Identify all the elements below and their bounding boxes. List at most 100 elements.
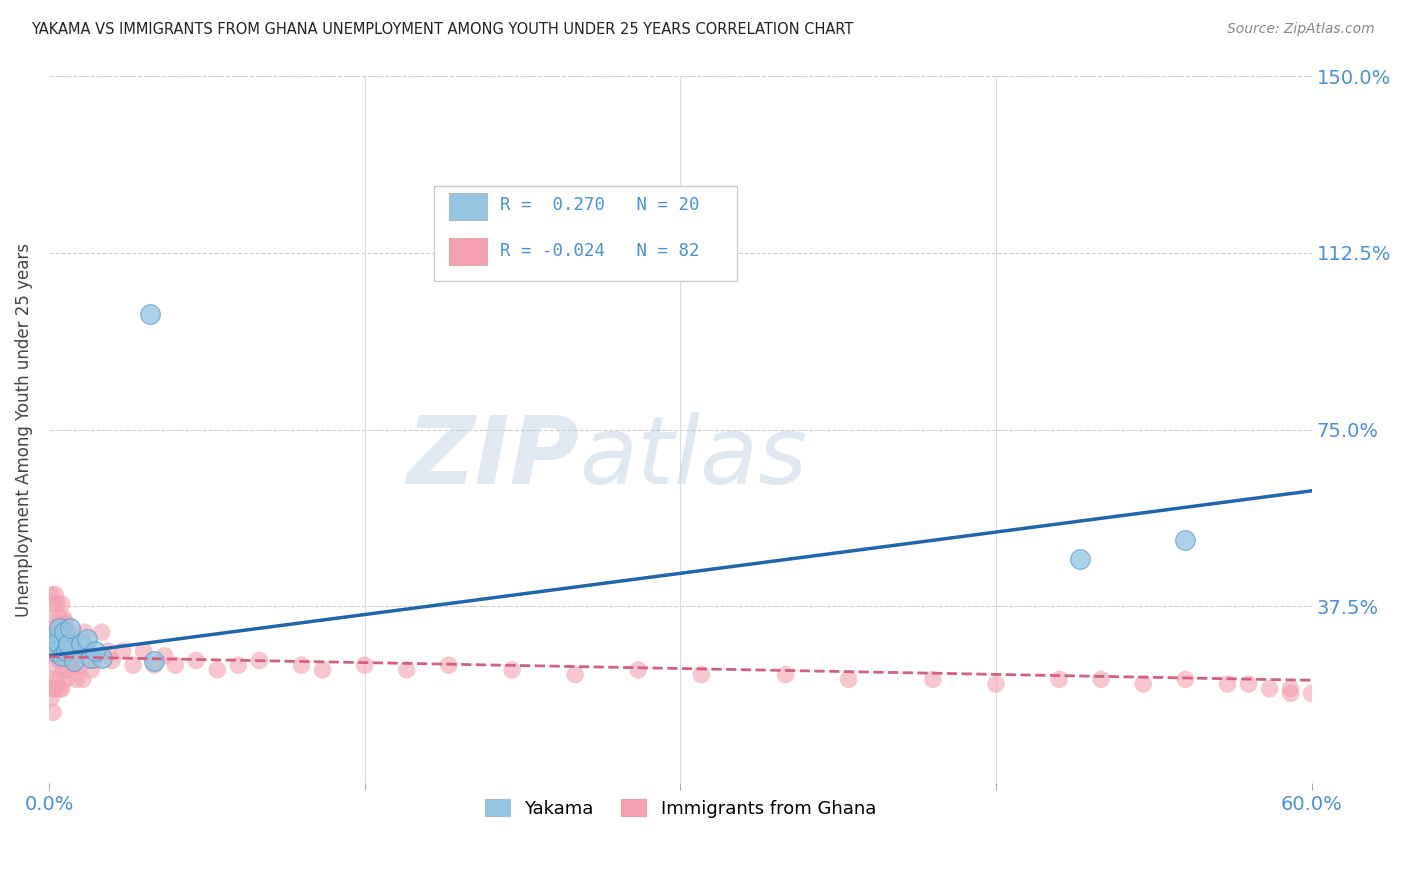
Point (48, 681, 70, 696)
Point (111, 644, 134, 658)
Point (90, 625, 112, 640)
Point (56, 634, 79, 648)
Point (51, 597, 73, 611)
Point (67, 644, 90, 658)
Point (80, 651, 103, 665)
Point (39, 644, 62, 658)
Point (39, 640, 62, 654)
Point (46, 625, 69, 640)
Point (76, 632, 98, 647)
Point (1258, 681, 1281, 696)
Point (228, 658, 250, 673)
Point (46, 634, 69, 648)
Point (42, 634, 65, 648)
Point (55, 644, 77, 658)
Point (984, 677, 1007, 691)
Point (44, 644, 66, 658)
Point (51, 625, 73, 640)
Point (1174, 673, 1197, 687)
Point (775, 667, 797, 681)
Point (1237, 677, 1260, 691)
Point (73, 625, 96, 640)
Point (55, 644, 77, 658)
Legend: Yakama, Immigrants from Ghana: Yakama, Immigrants from Ghana (478, 792, 883, 825)
Point (52, 625, 75, 640)
Point (46, 644, 69, 658)
Point (39, 673, 62, 687)
Point (165, 658, 187, 673)
Point (51, 653, 73, 667)
FancyBboxPatch shape (434, 186, 737, 281)
Point (139, 307, 162, 321)
Point (1279, 686, 1302, 700)
Point (44, 587, 66, 601)
FancyBboxPatch shape (450, 238, 486, 265)
Point (63, 653, 86, 667)
Point (39, 587, 62, 601)
Point (1069, 552, 1091, 566)
Point (564, 667, 586, 681)
Point (1216, 677, 1239, 691)
Point (395, 663, 418, 677)
Point (48, 634, 70, 648)
Point (186, 653, 208, 667)
Point (1090, 673, 1112, 687)
Point (76, 644, 98, 658)
Text: Source: ZipAtlas.com: Source: ZipAtlas.com (1227, 22, 1375, 37)
Point (59, 620, 82, 634)
Point (48, 653, 70, 667)
Point (56, 663, 79, 677)
Text: R =  0.270   N = 20: R = 0.270 N = 20 (499, 196, 699, 214)
Point (153, 648, 176, 663)
Text: YAKAMA VS IMMIGRANTS FROM GHANA UNEMPLOYMENT AMONG YOUTH UNDER 25 YEARS CORRELAT: YAKAMA VS IMMIGRANTS FROM GHANA UNEMPLOY… (31, 22, 853, 37)
Point (1047, 673, 1070, 687)
Point (90, 651, 112, 665)
Point (51, 648, 73, 663)
Point (46, 673, 69, 687)
Point (921, 673, 943, 687)
Point (55, 615, 77, 630)
Point (627, 663, 650, 677)
Point (56, 637, 79, 651)
Point (122, 658, 145, 673)
Point (60, 644, 83, 658)
Text: atlas: atlas (579, 412, 807, 503)
Point (84, 644, 107, 658)
Point (69, 658, 91, 673)
Point (101, 653, 124, 667)
Point (48, 620, 70, 634)
Point (290, 658, 312, 673)
Point (249, 653, 271, 667)
Point (42, 706, 65, 720)
Text: R = -0.024   N = 82: R = -0.024 N = 82 (499, 242, 699, 260)
Point (52, 611, 75, 625)
Point (437, 658, 460, 673)
Point (97, 644, 120, 658)
FancyBboxPatch shape (450, 193, 486, 219)
Point (72, 673, 94, 687)
Point (44, 681, 66, 696)
Point (353, 658, 375, 673)
Point (65, 673, 87, 687)
Point (132, 644, 155, 658)
Point (55, 673, 77, 687)
Point (311, 663, 333, 677)
Text: ZIP: ZIP (406, 412, 579, 504)
Point (44, 648, 66, 663)
Point (1132, 677, 1154, 691)
Point (46, 597, 69, 611)
Point (52, 634, 75, 648)
Point (44, 620, 66, 634)
Point (838, 673, 860, 687)
Point (51, 681, 73, 696)
Point (42, 597, 65, 611)
Point (59, 653, 82, 667)
Point (143, 658, 166, 673)
Point (63, 658, 86, 673)
Point (690, 667, 713, 681)
Point (39, 611, 62, 625)
Point (59, 625, 82, 640)
Point (1301, 686, 1323, 700)
Point (80, 663, 103, 677)
Point (39, 691, 62, 706)
